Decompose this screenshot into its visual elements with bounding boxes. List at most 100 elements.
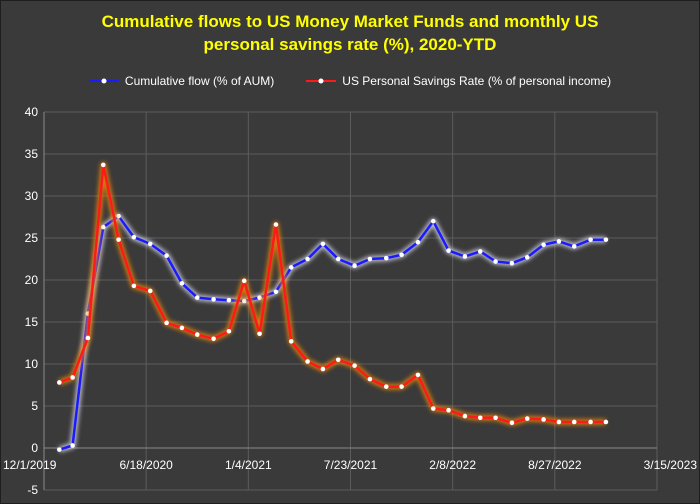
y-tick-label: 35 [25, 147, 39, 161]
data-point [541, 417, 546, 422]
data-point [57, 380, 62, 385]
data-point [305, 359, 310, 364]
data-point [462, 413, 468, 419]
data-point [211, 297, 216, 302]
x-tick-label: 7/23/2021 [324, 458, 378, 472]
y-tick-label: 15 [25, 315, 39, 329]
grid-lines [43, 111, 658, 491]
data-point [415, 372, 421, 378]
data-point [241, 298, 247, 304]
data-point [100, 224, 106, 230]
chart-title-line-1: Cumulative flows to US Money Market Fund… [101, 12, 599, 31]
data-point [430, 406, 436, 411]
data-point [493, 415, 498, 421]
data-point [116, 237, 121, 242]
data-point [100, 162, 106, 168]
data-point [383, 255, 389, 261]
legend-swatch-cumulative-flow [88, 78, 119, 84]
data-point [147, 241, 153, 247]
data-point [446, 407, 451, 413]
data-point [179, 325, 185, 331]
data-point [131, 234, 137, 240]
data-point [211, 336, 216, 342]
data-point [571, 244, 577, 249]
data-point [603, 419, 609, 425]
data-point [571, 419, 577, 425]
data-point [288, 265, 294, 270]
data-point [164, 320, 169, 326]
legend-item-savings-rate: US Personal Savings Rate (% of personal … [306, 74, 611, 88]
series-line [58, 214, 606, 451]
data-point [477, 415, 483, 421]
data-point [399, 384, 404, 389]
data-point [399, 252, 404, 258]
chart-title-line-2: personal savings rate (%), 2020-YTD [203, 35, 497, 54]
data-point [541, 242, 546, 248]
data-point [556, 419, 562, 425]
data-point [430, 218, 436, 224]
data-point [57, 447, 62, 452]
y-tick-label: 25 [25, 231, 39, 245]
data-point [85, 335, 91, 341]
x-tick-label: 12/1/2019 [3, 458, 57, 472]
data-point [70, 443, 75, 448]
series-line [58, 163, 606, 425]
data-point [257, 295, 262, 300]
data-point [257, 331, 262, 337]
chart-title: Cumulative flows to US Money Market Fund… [0, 10, 700, 56]
x-tick-label: 8/27/2022 [528, 458, 582, 472]
data-point [367, 376, 373, 382]
data-point [226, 297, 232, 303]
data-point [70, 375, 75, 380]
data-point [493, 259, 498, 264]
data-point [415, 239, 421, 245]
y-tick-label: 10 [25, 357, 39, 371]
series-line-glow [58, 213, 606, 453]
data-point [588, 237, 593, 242]
x-tick-label: 1/4/2021 [225, 458, 272, 472]
y-tick-label: -5 [27, 483, 38, 497]
data-point [352, 263, 357, 269]
legend-swatch-savings-rate [306, 78, 337, 84]
series-layer [57, 161, 609, 453]
data-point [273, 289, 279, 295]
data-point [241, 278, 247, 284]
x-tick-label: 3/15/2023 [644, 458, 698, 472]
x-tick-label: 6/18/2020 [119, 458, 173, 472]
x-tick-label: 2/8/2022 [429, 458, 476, 472]
y-tick-label: 5 [31, 399, 38, 413]
tick-labels: -5 0 5 10 15 20 25 30 35 40 12/1/2019 6/18/2020 1/4/… [3, 105, 697, 497]
data-point [462, 254, 468, 259]
data-point [320, 366, 326, 372]
data-point [164, 253, 169, 258]
data-point [288, 339, 294, 344]
data-point [305, 256, 310, 262]
series-0 [57, 213, 609, 453]
data-point [383, 384, 389, 389]
data-point [226, 328, 232, 334]
data-point [588, 419, 593, 425]
y-tick-label: 0 [31, 441, 38, 455]
y-tick-label: 30 [25, 189, 39, 203]
data-point [194, 332, 200, 337]
data-point [273, 222, 279, 227]
axes [43, 112, 657, 490]
data-point [509, 260, 515, 266]
data-point [477, 249, 483, 254]
data-point [116, 213, 121, 219]
y-tick-label: 20 [25, 273, 39, 287]
data-point [367, 256, 373, 262]
data-point [194, 295, 200, 300]
data-point [446, 248, 451, 253]
data-point [147, 288, 153, 294]
data-point [335, 357, 341, 363]
data-point [131, 283, 137, 289]
series-line-glow [58, 161, 606, 426]
data-point [509, 420, 515, 426]
data-point [603, 237, 609, 242]
data-point [320, 241, 326, 247]
data-point [352, 363, 357, 368]
legend-item-cumulative-flow: Cumulative flow (% of AUM) [88, 74, 274, 88]
data-point [524, 416, 530, 421]
